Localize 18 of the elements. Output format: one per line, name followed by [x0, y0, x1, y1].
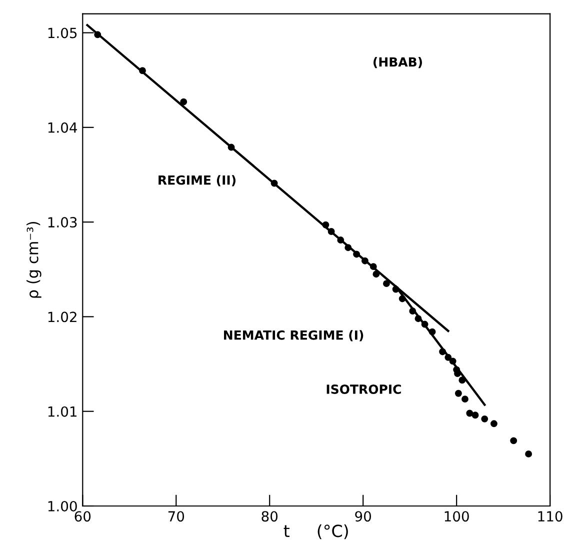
y-tick-label: 1.05: [48, 28, 77, 38]
y-tick-label: 1.01: [48, 406, 77, 417]
x-tick-label: 60: [74, 511, 91, 522]
annotation: NEMATIC REGIME (I): [224, 330, 364, 342]
y-tick-label: 1.04: [48, 122, 78, 133]
x-axis-title: t (°C): [284, 524, 348, 540]
x-tick-label: 80: [262, 511, 278, 522]
annotation: ISOTROPIC: [326, 384, 401, 394]
y-tick-label: 1.03: [48, 217, 77, 228]
annotation: REGIME (II): [158, 175, 236, 186]
x-tick-label: 110: [538, 511, 562, 522]
y-tick-label: 1.02: [48, 312, 76, 322]
annotation: (HBAB): [374, 57, 422, 68]
y-tick-label: 1.00: [48, 500, 77, 512]
x-tick-label: 100: [444, 511, 469, 522]
x-tick-label: 90: [355, 511, 372, 522]
x-tick-label: 70: [168, 511, 184, 522]
y-axis-title: ρ (g cm⁻³): [26, 222, 42, 298]
